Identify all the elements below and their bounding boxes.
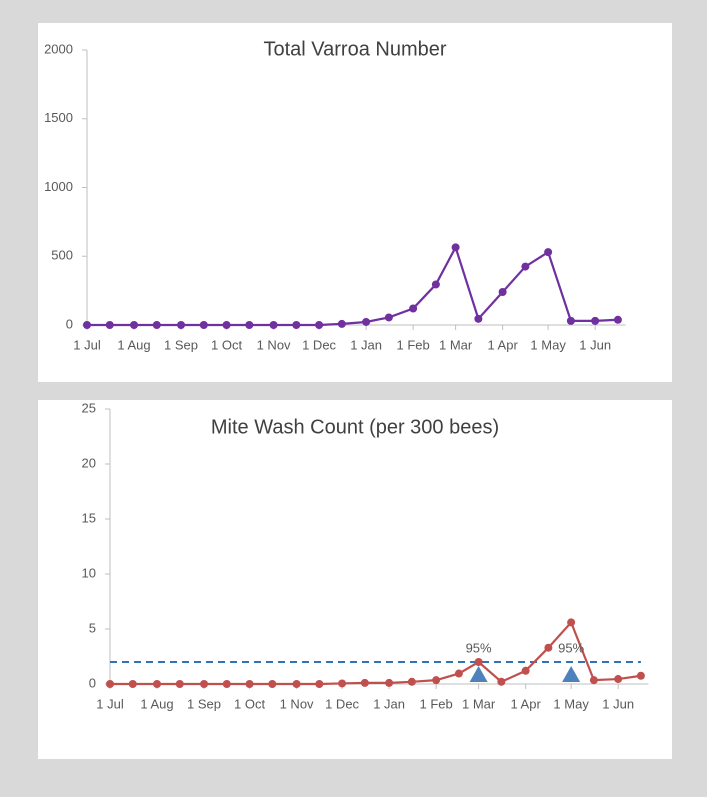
treatment-label: 95%: [466, 640, 492, 655]
data-point: [360, 678, 369, 687]
y-tick-label: 15: [82, 510, 96, 525]
x-tick-label: 1 Aug: [117, 337, 150, 352]
data-point: [636, 671, 645, 680]
data-point: [152, 321, 161, 329]
data-point: [338, 679, 347, 688]
treatment-marker: [562, 666, 581, 682]
data-point: [521, 666, 530, 675]
x-tick-label: 1 Sep: [164, 337, 198, 352]
y-tick-label: 0: [89, 675, 96, 690]
data-point: [431, 280, 440, 289]
data-point: [409, 304, 418, 313]
data-point: [106, 680, 114, 688]
x-tick-label: 1 Oct: [234, 696, 265, 711]
x-tick-label: 1 Oct: [211, 337, 242, 352]
data-point: [222, 321, 231, 329]
y-tick-label: 2000: [44, 41, 73, 56]
x-tick-label: 1 Apr: [510, 696, 541, 711]
data-point: [567, 618, 576, 627]
x-tick-label: 1 Apr: [487, 337, 518, 352]
y-tick-label: 10: [82, 565, 96, 580]
data-point: [105, 321, 114, 329]
data-point: [544, 643, 553, 652]
data-point: [566, 316, 575, 325]
data-point: [613, 315, 622, 324]
data-point: [407, 677, 416, 686]
data-point: [315, 680, 324, 688]
data-point: [128, 680, 137, 688]
data-point: [222, 680, 231, 688]
series-line: [87, 244, 618, 327]
data-point: [245, 680, 254, 688]
x-tick-label: 1 May: [530, 337, 566, 352]
data-point: [589, 676, 598, 685]
x-tick-label: 1 Nov: [257, 337, 291, 352]
data-point: [474, 314, 483, 323]
x-tick-label: 1 Dec: [325, 696, 359, 711]
y-tick-label: 5: [89, 620, 96, 635]
data-point: [292, 321, 301, 329]
chart-title: Mite Wash Count (per 300 bees): [211, 416, 499, 438]
data-point: [268, 680, 277, 688]
treatment-marker: [469, 666, 488, 682]
data-point: [454, 669, 463, 678]
x-tick-label: 1 Jul: [73, 337, 101, 352]
data-point: [200, 680, 209, 688]
data-point: [474, 658, 483, 666]
data-point: [521, 262, 530, 271]
data-point: [498, 288, 507, 296]
data-point: [245, 321, 254, 329]
x-tick-label: 1 Jan: [373, 696, 405, 711]
data-point: [175, 680, 184, 688]
data-point: [130, 321, 139, 329]
x-tick-label: 1 Mar: [462, 696, 496, 711]
x-tick-label: 1 Aug: [140, 696, 173, 711]
x-tick-label: 1 Jul: [96, 696, 124, 711]
x-tick-label: 1 Jun: [602, 696, 634, 711]
data-point: [384, 313, 393, 322]
data-point: [432, 676, 441, 685]
data-point: [385, 678, 394, 687]
data-point: [337, 319, 346, 328]
x-tick-label: 1 Nov: [280, 696, 314, 711]
data-point: [315, 321, 324, 329]
data-point: [292, 680, 301, 688]
data-point: [591, 316, 600, 325]
x-tick-label: 1 Feb: [420, 696, 453, 711]
data-point: [199, 321, 208, 329]
data-point: [362, 317, 371, 326]
treatment-label: 95%: [558, 640, 584, 655]
x-tick-label: 1 Feb: [397, 337, 430, 352]
data-point: [177, 321, 186, 329]
x-tick-label: 1 Jan: [350, 337, 382, 352]
data-point: [83, 321, 91, 329]
data-point: [451, 243, 460, 252]
x-tick-label: 1 Sep: [187, 696, 221, 711]
data-point: [153, 680, 162, 688]
x-tick-label: 1 Dec: [302, 337, 336, 352]
panel: [38, 400, 672, 759]
y-tick-label: 1000: [44, 179, 73, 194]
y-tick-label: 0: [66, 316, 73, 331]
chart-title: Total Varroa Number: [263, 38, 446, 60]
y-tick-label: 20: [82, 455, 96, 470]
y-tick-label: 500: [51, 248, 73, 263]
series-line: [110, 620, 642, 686]
x-tick-label: 1 May: [553, 696, 589, 711]
data-point: [614, 675, 623, 684]
y-tick-label: 1500: [44, 110, 73, 125]
data-point: [497, 677, 506, 686]
y-tick-label: 25: [82, 400, 96, 415]
data-point: [544, 248, 553, 257]
data-point: [269, 321, 278, 329]
x-tick-label: 1 Jun: [579, 337, 611, 352]
x-tick-label: 1 Mar: [439, 337, 473, 352]
